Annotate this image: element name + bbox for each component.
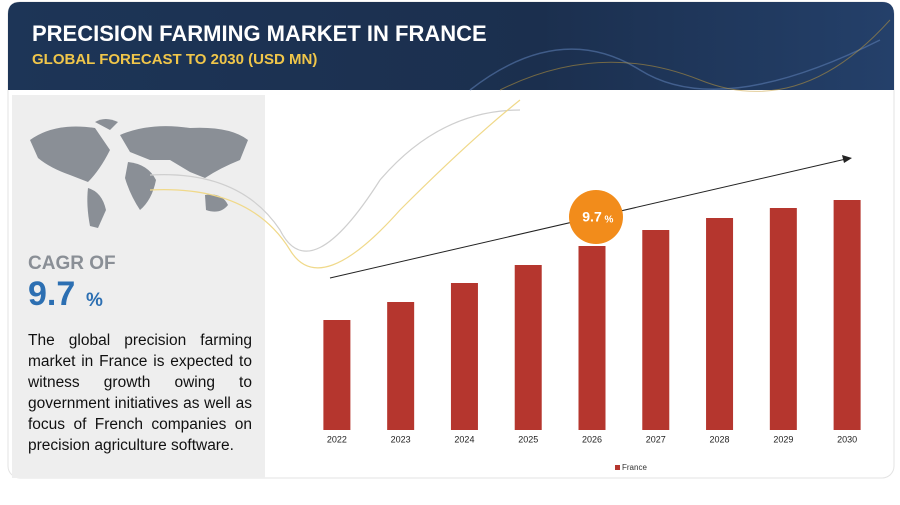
bar: [642, 230, 670, 430]
header-decor: [469, 39, 881, 91]
world-map: [30, 119, 248, 228]
x-tick-label: 2028: [710, 434, 730, 444]
bar: [514, 265, 542, 430]
cagr-label: CAGR OF: [28, 253, 116, 274]
title: PRECISION FARMING MARKET IN FRANCE: [32, 21, 487, 46]
badge-value: 9.7: [582, 209, 602, 225]
legend-label: France: [622, 463, 647, 472]
badge-unit: %: [605, 215, 614, 226]
subtitle: GLOBAL FORECAST TO 2030 (USD MN): [32, 51, 317, 68]
legend-swatch: [615, 465, 620, 470]
x-tick-label: 2030: [837, 434, 857, 444]
cagr-badge: [569, 190, 623, 244]
bar: [769, 208, 797, 430]
x-tick-label: 2022: [327, 434, 347, 444]
x-tick-label: 2024: [454, 434, 474, 444]
header: [8, 2, 894, 90]
x-tick-label: 2023: [391, 434, 411, 444]
x-tick-label: 2027: [646, 434, 666, 444]
bar: [578, 246, 606, 430]
x-tick-label: 2026: [582, 434, 602, 444]
x-tick-label: 2029: [773, 434, 793, 444]
bar: [387, 302, 415, 430]
cagr-value: 9.7: [28, 275, 75, 313]
x-tick-label: 2025: [518, 434, 538, 444]
decor-curve: [149, 109, 521, 252]
bar: [833, 200, 861, 430]
bar: [323, 320, 351, 430]
bar: [450, 283, 478, 430]
cagr-unit: %: [86, 290, 103, 311]
decor-curve: [149, 99, 521, 269]
header-decor: [499, 19, 891, 92]
bar: [706, 218, 734, 430]
description: The global precision farming market in F…: [28, 332, 252, 454]
arrow-head: [842, 155, 852, 163]
